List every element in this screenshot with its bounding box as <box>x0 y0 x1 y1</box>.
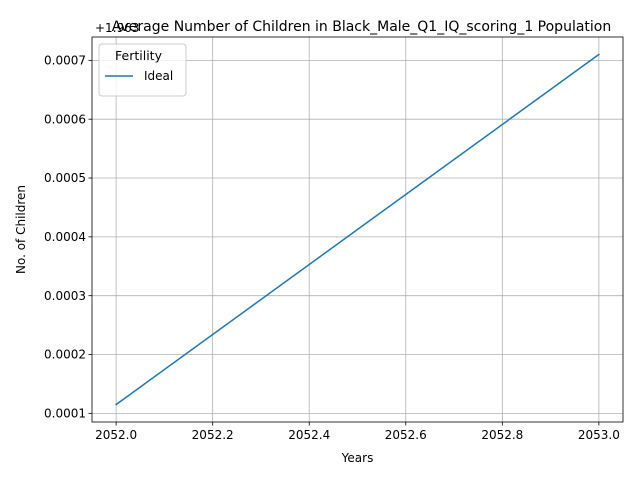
y-axis-ticks: 0.0001 0.0002 0.0003 0.0004 0.0005 0.0006 0.00… <box>44 54 92 421</box>
x-axis-label: Years <box>341 451 374 465</box>
legend-items: Ideal <box>105 69 173 83</box>
y-tick-label: 0.0005 <box>44 171 86 185</box>
legend-label: Ideal <box>144 69 173 83</box>
x-tick-label: 2052.2 <box>192 428 234 442</box>
x-tick-label: 2052.0 <box>95 428 137 442</box>
y-tick-label: 0.0002 <box>44 348 86 362</box>
y-tick-label: 0.0003 <box>44 289 86 303</box>
y-tick-label: 0.0006 <box>44 112 86 126</box>
series-line-ideal <box>115 53 600 406</box>
y-axis-label: No. of Children <box>14 185 28 274</box>
y-axis-offset-text: +1.963 <box>95 21 139 35</box>
legend: Fertility Ideal <box>98 43 187 97</box>
x-tick-label: 2052.8 <box>481 428 523 442</box>
y-tick-label: 0.0004 <box>44 230 86 244</box>
y-tick-label: 0.0007 <box>44 54 86 68</box>
series-lines <box>115 53 600 406</box>
grid <box>92 37 623 422</box>
x-tick-label: 2052.6 <box>385 428 427 442</box>
chart-title: Average Number of Children in Black_Male… <box>112 19 611 35</box>
y-tick-label: 0.0001 <box>44 407 86 421</box>
legend-box <box>98 43 187 97</box>
x-axis-ticks: 2052.0 2052.2 2052.4 2052.6 2052.8 2053.0 <box>95 422 620 442</box>
x-tick-label: 2053.0 <box>578 428 620 442</box>
legend-title: Fertility <box>115 48 163 63</box>
plot-frame <box>91 36 624 423</box>
x-tick-label: 2052.4 <box>288 428 330 442</box>
